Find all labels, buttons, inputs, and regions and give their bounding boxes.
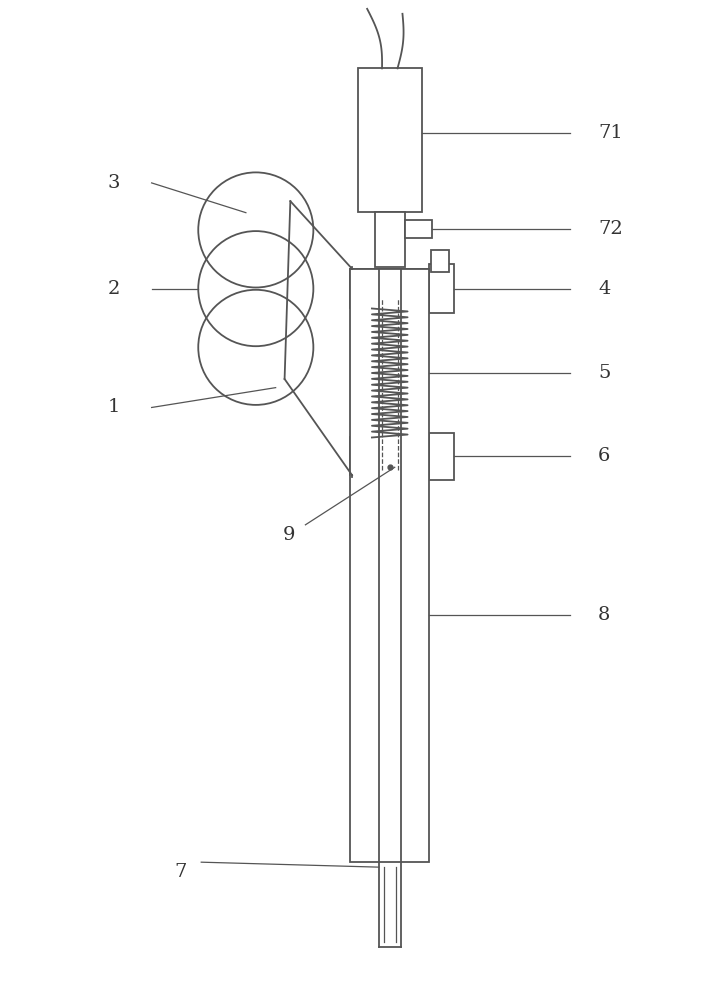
Text: 71: 71 [598,124,623,142]
Text: 5: 5 [598,364,610,382]
Bar [429,264,454,313]
Text: 72: 72 [598,220,623,238]
Bar [431,250,449,272]
Text: 7: 7 [174,863,186,881]
Text: 9: 9 [283,526,296,544]
Bar [350,437,429,475]
Bar [357,68,422,212]
Text: 1: 1 [108,398,120,416]
Bar [405,220,432,238]
Text: 4: 4 [598,280,610,298]
Bar [350,269,429,862]
Text: 3: 3 [107,174,120,192]
Bar [375,212,405,267]
Text: 6: 6 [598,447,610,465]
Bar [350,269,429,308]
Bar [429,433,454,480]
Text: 2: 2 [108,280,120,298]
Text: 8: 8 [598,606,610,624]
